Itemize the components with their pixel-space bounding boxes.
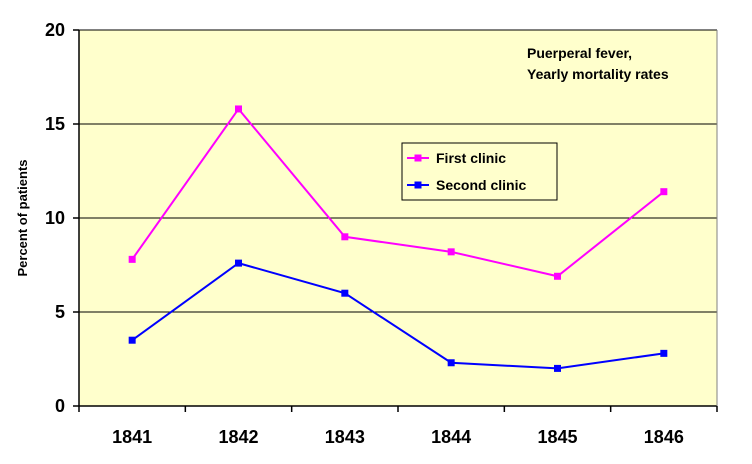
y-tick-label-20: 20	[45, 20, 65, 40]
chart-title-line-1: Puerperal fever,	[527, 45, 632, 61]
data-point-second-clinic-1844	[447, 359, 455, 367]
legend-item-second-clinic: Second clinic	[407, 177, 526, 193]
legend-label-second-clinic: Second clinic	[436, 177, 526, 193]
data-point-second-clinic-1845	[554, 364, 561, 372]
gridlines	[79, 29, 717, 313]
legend-marker-second-clinic	[414, 181, 422, 189]
legend-marker-first-clinic	[414, 154, 422, 162]
data-point-first-clinic-1842	[235, 105, 242, 113]
data-point-first-clinic-1841	[128, 255, 136, 263]
legend: First clinic Second clinic	[401, 142, 558, 201]
series-group	[128, 105, 668, 372]
data-point-second-clinic-1842	[235, 259, 242, 267]
data-point-second-clinic-1846	[660, 349, 668, 357]
x-tick-label-1845: 1845	[537, 427, 577, 447]
y-tick-label-0: 0	[55, 396, 65, 416]
data-point-first-clinic-1845	[554, 272, 561, 280]
series-line-second-clinic	[131, 262, 664, 370]
y-tick-label-5: 5	[55, 302, 65, 322]
series-first-clinic	[128, 105, 668, 280]
legend-item-first-clinic: First clinic	[407, 150, 506, 166]
x-axis-ticks: 1841 1842 1843 1844 1845 1846	[78, 406, 718, 447]
data-point-first-clinic-1844	[447, 248, 455, 256]
x-tick-label-1846: 1846	[644, 427, 684, 447]
legend-box	[401, 142, 558, 201]
legend-label-first-clinic: First clinic	[436, 150, 506, 166]
data-point-first-clinic-1846	[660, 188, 668, 196]
y-tick-label-15: 15	[45, 114, 65, 134]
data-point-second-clinic-1843	[341, 289, 349, 297]
x-tick-label-1843: 1843	[325, 427, 365, 447]
data-point-first-clinic-1843	[341, 233, 349, 241]
series-second-clinic	[128, 259, 668, 372]
x-tick-label-1842: 1842	[218, 427, 258, 447]
y-axis-ticks: 0 5 10 15 20	[45, 20, 79, 416]
x-tick-label-1841: 1841	[112, 427, 152, 447]
data-point-second-clinic-1841	[128, 336, 136, 344]
series-line-first-clinic	[131, 107, 665, 278]
x-tick-label-1844: 1844	[431, 427, 471, 447]
y-axis-title: Percent of patients	[15, 159, 30, 276]
chart-title-line-2: Yearly mortality rates	[527, 66, 669, 82]
y-tick-label-10: 10	[45, 208, 65, 228]
